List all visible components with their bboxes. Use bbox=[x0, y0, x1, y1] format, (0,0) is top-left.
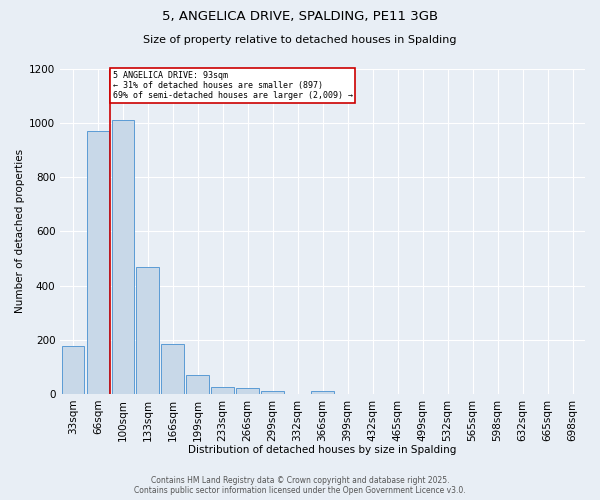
Bar bbox=[112, 120, 134, 394]
Bar bbox=[62, 346, 84, 394]
Y-axis label: Number of detached properties: Number of detached properties bbox=[15, 150, 25, 314]
Bar bbox=[236, 388, 259, 394]
Bar bbox=[161, 344, 184, 394]
Text: Size of property relative to detached houses in Spalding: Size of property relative to detached ho… bbox=[143, 35, 457, 45]
Text: Contains HM Land Registry data © Crown copyright and database right 2025.
Contai: Contains HM Land Registry data © Crown c… bbox=[134, 476, 466, 495]
X-axis label: Distribution of detached houses by size in Spalding: Distribution of detached houses by size … bbox=[188, 445, 457, 455]
Text: 5, ANGELICA DRIVE, SPALDING, PE11 3GB: 5, ANGELICA DRIVE, SPALDING, PE11 3GB bbox=[162, 10, 438, 23]
Bar bbox=[262, 390, 284, 394]
Bar bbox=[136, 266, 159, 394]
Bar bbox=[211, 387, 234, 394]
Text: 5 ANGELICA DRIVE: 93sqm
← 31% of detached houses are smaller (897)
69% of semi-d: 5 ANGELICA DRIVE: 93sqm ← 31% of detache… bbox=[113, 70, 353, 101]
Bar bbox=[86, 132, 109, 394]
Bar bbox=[187, 375, 209, 394]
Bar bbox=[311, 391, 334, 394]
